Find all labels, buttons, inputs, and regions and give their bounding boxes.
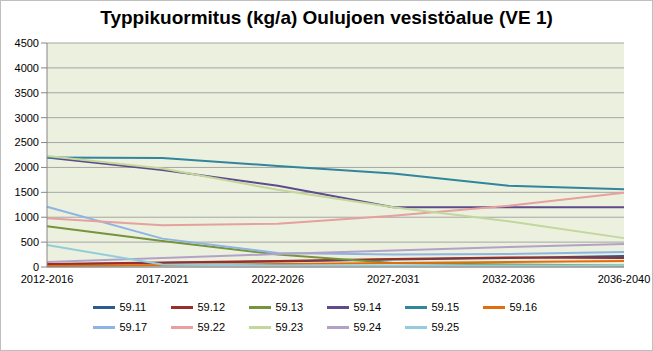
svg-text:2022-2026: 2022-2026 bbox=[251, 273, 304, 285]
svg-text:3000: 3000 bbox=[15, 112, 39, 124]
svg-text:3500: 3500 bbox=[15, 87, 39, 99]
html-text:59.25: 59.25 bbox=[431, 321, 459, 333]
svg-text:2012-2016: 2012-2016 bbox=[21, 273, 74, 285]
html-text:59.17: 59.17 bbox=[119, 321, 147, 333]
html-text:59.22: 59.22 bbox=[197, 321, 225, 333]
svg-text:2036-2040: 2036-2040 bbox=[598, 273, 645, 285]
html-text:59.14: 59.14 bbox=[353, 301, 381, 313]
svg-text:2017-2021: 2017-2021 bbox=[136, 273, 189, 285]
svg-text:2500: 2500 bbox=[15, 136, 39, 148]
svg-text:4500: 4500 bbox=[15, 37, 39, 49]
html-text:59.15: 59.15 bbox=[431, 301, 459, 313]
svg-text:4000: 4000 bbox=[15, 62, 39, 74]
html-text:59.24: 59.24 bbox=[353, 321, 381, 333]
svg-text:1500: 1500 bbox=[15, 186, 39, 198]
html-text:59.16: 59.16 bbox=[509, 301, 537, 313]
svg-text:2027-2031: 2027-2031 bbox=[367, 273, 420, 285]
html-text:59.23: 59.23 bbox=[275, 321, 303, 333]
svg-text:500: 500 bbox=[21, 236, 39, 248]
svg-text:0: 0 bbox=[33, 261, 39, 273]
html-text:Typpikuormitus (kg/a) Oulujoen: Typpikuormitus (kg/a) Oulujoen vesistöal… bbox=[100, 7, 553, 28]
html-text:59.11: 59.11 bbox=[119, 301, 147, 313]
html-text:59.13: 59.13 bbox=[275, 301, 303, 313]
svg-text:2032-2036: 2032-2036 bbox=[482, 273, 535, 285]
html-text:59.12: 59.12 bbox=[197, 301, 225, 313]
svg-text:1000: 1000 bbox=[15, 211, 39, 223]
svg-text:2000: 2000 bbox=[15, 161, 39, 173]
